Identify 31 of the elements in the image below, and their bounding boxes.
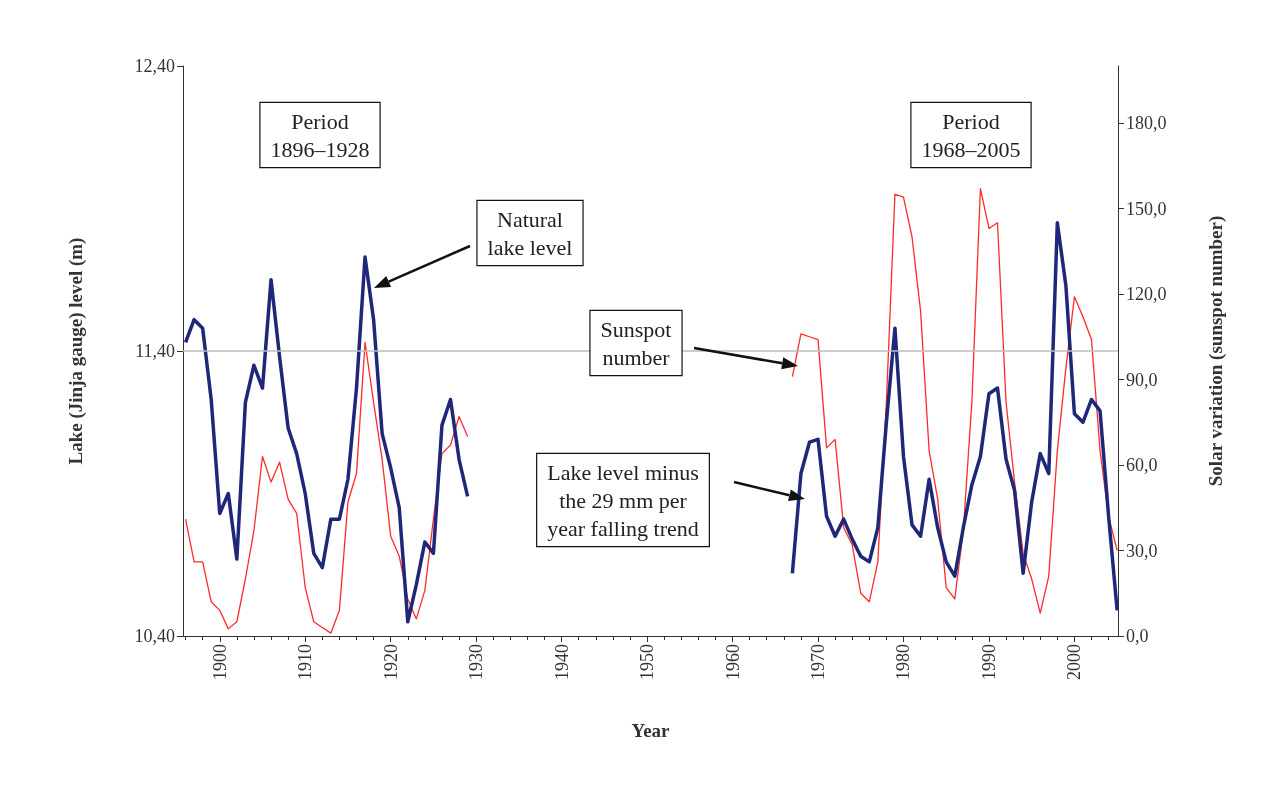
x-tick-label: 1980 [893, 644, 914, 680]
y2-tick-label: 180,0 [1126, 113, 1167, 133]
annotation: Lake level minus the 29 mm per year falling trend [547, 459, 699, 541]
y2-axis-title: Solar variation (sunspot number) [1205, 215, 1227, 487]
annotation: Sunspot number [600, 316, 672, 370]
x-tick-label: 1900 [209, 644, 230, 680]
annotation: Natural lake level [487, 206, 573, 260]
x-axis-title: Year [631, 720, 671, 741]
x-tick-label: 1950 [637, 644, 658, 680]
y-tick-label: 10,40 [134, 626, 175, 646]
line-series [184, 341, 469, 634]
y2-tick-label: 90,0 [1126, 369, 1158, 390]
annotation: Period 1968–2005 [921, 108, 1021, 162]
x-tick-label: 1970 [808, 644, 829, 680]
y2-tick-label: 30,0 [1126, 540, 1158, 561]
annotation: Period 1896–1928 [270, 108, 370, 162]
line-series [183, 255, 470, 624]
x-tick-label: 1990 [978, 644, 999, 680]
y-tick-label: 12,40 [134, 56, 175, 76]
y2-tick-label: 150,0 [1126, 198, 1167, 219]
y2-tick-label: 0,0 [1126, 626, 1149, 646]
x-tick-label: 1960 [722, 644, 743, 680]
y-tick-label: 11,40 [135, 341, 175, 361]
x-tick-label: 1920 [380, 644, 401, 680]
x-tick-label: 1910 [295, 644, 316, 680]
y2-tick-label: 120,0 [1126, 284, 1167, 304]
y-axis-title: Lake (Jinja gauge) level (m) [65, 237, 87, 465]
x-tick-label: 2000 [1064, 644, 1085, 680]
x-tick-label: 1940 [551, 644, 572, 680]
y2-tick-label: 60,0 [1126, 455, 1158, 475]
x-tick-label: 1930 [466, 644, 487, 680]
